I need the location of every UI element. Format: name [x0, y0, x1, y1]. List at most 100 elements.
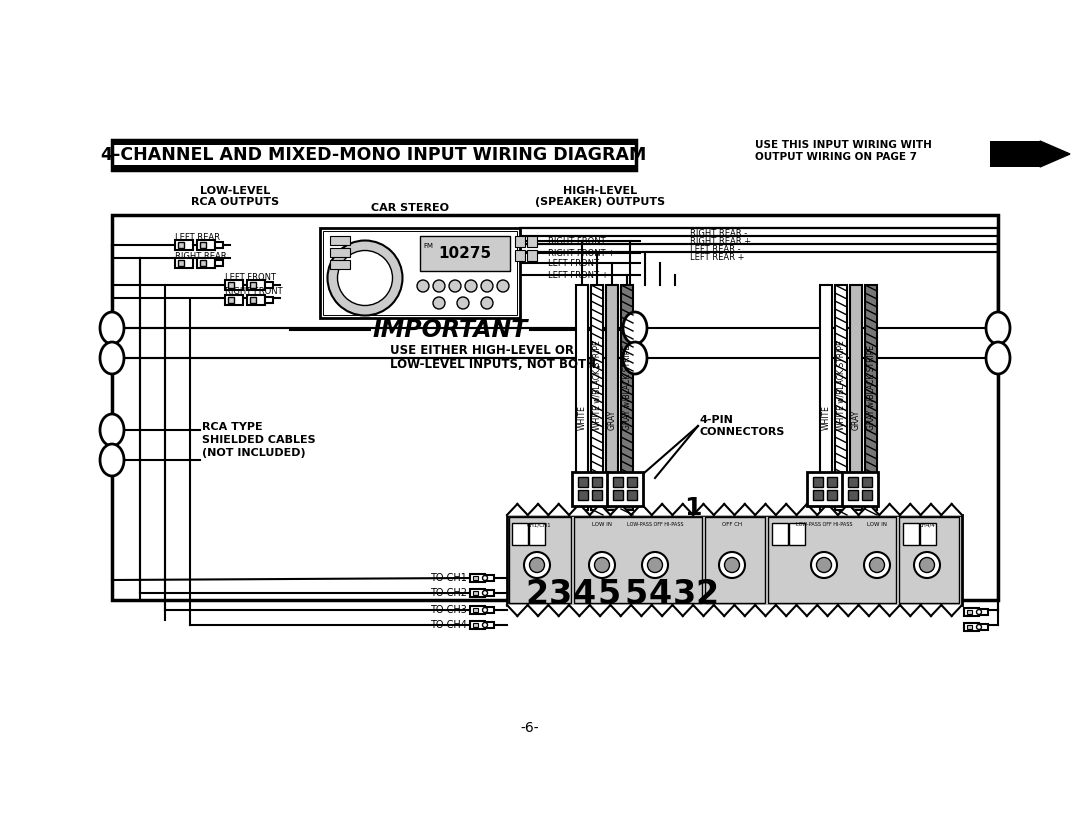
Polygon shape	[797, 504, 818, 515]
Bar	[225, 280, 243, 290]
Bar	[228, 282, 234, 288]
Text: LEFT REAR +: LEFT REAR +	[690, 253, 744, 262]
Bar	[527, 236, 537, 247]
Polygon shape	[942, 605, 962, 616]
Bar	[509, 517, 571, 603]
Text: HIGH-LEVEL: HIGH-LEVEL	[563, 186, 637, 196]
Bar	[507, 515, 962, 605]
Text: LEFT REAR: LEFT REAR	[175, 233, 220, 242]
Text: CH1/CH1: CH1/CH1	[527, 522, 551, 527]
Bar	[320, 228, 519, 318]
Ellipse shape	[869, 557, 885, 572]
Bar	[967, 610, 972, 614]
Text: GRAY w/BLACK STRIPE: GRAY w/BLACK STRIPE	[866, 345, 876, 430]
Bar	[827, 490, 837, 500]
Ellipse shape	[433, 280, 445, 292]
Bar	[112, 165, 636, 170]
Bar	[573, 517, 702, 603]
Text: GRAY: GRAY	[607, 409, 617, 430]
Bar	[175, 240, 193, 250]
Polygon shape	[920, 605, 942, 616]
Bar	[807, 472, 843, 506]
Ellipse shape	[327, 240, 403, 315]
Ellipse shape	[648, 557, 662, 572]
Ellipse shape	[100, 312, 124, 344]
Polygon shape	[755, 605, 775, 616]
Bar	[576, 285, 588, 510]
Bar	[903, 523, 919, 545]
Ellipse shape	[483, 622, 487, 627]
Bar	[470, 589, 485, 597]
Bar	[789, 523, 805, 545]
Polygon shape	[900, 504, 920, 515]
Ellipse shape	[811, 552, 837, 578]
Text: RCA OUTPUTS: RCA OUTPUTS	[191, 197, 279, 207]
Text: TO CH2: TO CH2	[430, 588, 467, 598]
Polygon shape	[879, 605, 900, 616]
Bar	[473, 623, 478, 627]
Bar	[827, 477, 837, 487]
Polygon shape	[549, 605, 569, 616]
Polygon shape	[734, 605, 755, 616]
Bar	[200, 260, 206, 266]
Polygon shape	[714, 605, 734, 616]
Bar	[813, 477, 823, 487]
Bar	[249, 282, 256, 288]
Text: WHITE w/BLACK STRIPE: WHITE w/BLACK STRIPE	[837, 340, 846, 430]
Ellipse shape	[100, 342, 124, 374]
Text: 10275: 10275	[438, 245, 491, 260]
Bar	[527, 250, 537, 261]
Bar	[112, 140, 636, 170]
Polygon shape	[651, 605, 673, 616]
Bar	[606, 285, 618, 510]
Bar	[529, 523, 545, 545]
Text: LOW-PASS OFF HI-PASS: LOW-PASS OFF HI-PASS	[796, 522, 852, 527]
Bar	[848, 490, 858, 500]
Text: RIGHT FRONT: RIGHT FRONT	[225, 288, 283, 297]
Polygon shape	[797, 605, 818, 616]
Bar	[899, 517, 959, 603]
Ellipse shape	[914, 552, 940, 578]
Text: RIGHT FRONT -: RIGHT FRONT -	[548, 237, 611, 245]
Bar	[967, 625, 972, 629]
Text: SHIELDED CABLES: SHIELDED CABLES	[202, 435, 315, 445]
Text: RCA TYPE: RCA TYPE	[202, 422, 262, 432]
Ellipse shape	[594, 557, 609, 572]
Bar	[705, 517, 765, 603]
Ellipse shape	[100, 414, 124, 446]
Text: WHITE: WHITE	[822, 405, 831, 430]
Text: TO CH3: TO CH3	[430, 605, 467, 615]
Bar	[572, 472, 608, 506]
Ellipse shape	[976, 610, 982, 615]
Bar	[515, 236, 525, 247]
Text: WHITE w/BLACK STRIPE: WHITE w/BLACK STRIPE	[593, 340, 602, 430]
Ellipse shape	[623, 312, 647, 344]
Ellipse shape	[986, 342, 1010, 374]
Bar	[865, 285, 877, 510]
Ellipse shape	[481, 280, 492, 292]
Bar	[592, 477, 602, 487]
Bar	[215, 260, 222, 266]
Ellipse shape	[986, 312, 1010, 344]
Bar	[607, 472, 643, 506]
Text: 3: 3	[673, 577, 696, 610]
Bar	[473, 591, 478, 595]
Text: 1: 1	[685, 496, 702, 520]
Polygon shape	[775, 605, 797, 616]
Bar	[613, 477, 623, 487]
Bar	[197, 258, 215, 268]
Text: CAR STEREO: CAR STEREO	[372, 203, 449, 213]
Text: USE THIS INPUT WIRING WITH: USE THIS INPUT WIRING WITH	[755, 140, 932, 150]
Text: TO CH4: TO CH4	[430, 620, 467, 630]
Ellipse shape	[816, 557, 832, 572]
Text: USE EITHER HIGH-LEVEL OR: USE EITHER HIGH-LEVEL OR	[390, 344, 573, 356]
Bar	[473, 576, 478, 580]
Bar	[485, 622, 494, 628]
Text: (SPEAKER) OUTPUTS: (SPEAKER) OUTPUTS	[535, 197, 665, 207]
Text: RIGHT REAR -: RIGHT REAR -	[690, 229, 747, 238]
Text: 5: 5	[597, 577, 621, 610]
Bar	[265, 297, 273, 303]
Text: 2: 2	[526, 577, 549, 610]
Polygon shape	[631, 504, 651, 515]
Bar	[591, 285, 603, 510]
